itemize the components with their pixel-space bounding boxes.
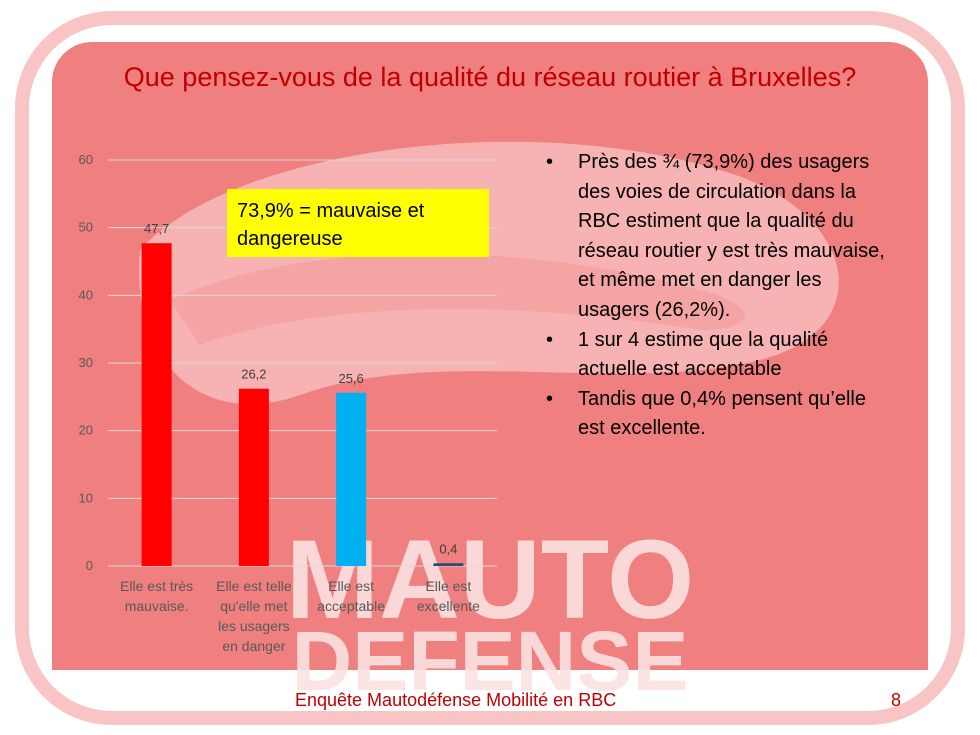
category-label-line: les usagers	[218, 618, 290, 634]
category-label: Elle est très mauvaise.	[120, 578, 193, 614]
slide-title: Que pensez-vous de la qualité du réseau …	[123, 62, 857, 92]
bullet-text: Tandis que 0,4% pensent qu’elle est exce…	[578, 387, 866, 440]
category-label-line: mauvaise.	[125, 598, 189, 614]
category-label-line: Elle est très	[120, 578, 193, 594]
bullet-item: • Tandis que 0,4% pensent qu’elle est exc…	[542, 385, 887, 444]
y-tick-label: 60	[79, 152, 93, 167]
bullet-list: • Près des ¾ (73,9%) des usagers des voie…	[542, 148, 887, 444]
y-tick-label: 10	[79, 490, 93, 505]
footer-text: Enquête Mautodéfense Mobilité en RBC	[295, 690, 617, 710]
y-tick-label: 40	[79, 287, 93, 302]
bullet-glyph: •	[546, 151, 554, 173]
category-label-line: Elle est	[425, 578, 471, 594]
category-label: Elle est telle qu'elle met les usagers en d…	[216, 578, 292, 654]
y-tick-label: 0	[86, 558, 93, 573]
category-label-line: Elle est telle	[216, 578, 292, 594]
data-label: 26,2	[241, 367, 266, 382]
bullet-text: 1 sur 4 estime que la qualité actuelle e…	[578, 328, 829, 381]
y-tick-label: 20	[79, 423, 93, 438]
bullet-text: Près des ¾ (73,9%) des usagers des voies…	[578, 151, 885, 321]
bar	[238, 388, 269, 566]
bullet-glyph: •	[546, 328, 554, 351]
bar	[336, 392, 367, 566]
category-label: Elle est acceptable	[317, 578, 385, 614]
bullet-item: • 1 sur 4 estime que la qualité actuelle …	[542, 326, 887, 385]
category-label-line: qu'elle met	[220, 598, 287, 614]
data-label: 25,6	[338, 371, 363, 386]
category-label-line: en danger	[222, 638, 285, 654]
data-label: 47,7	[144, 221, 169, 236]
watermark-line-2: DEFENSE	[292, 614, 689, 708]
callout-box: 73,9% = mauvaise et dangereuse	[227, 189, 489, 257]
bullet-item: • Près des ¾ (73,9%) des usagers des voie…	[542, 148, 887, 326]
bar	[141, 243, 172, 566]
category-label-line: excellente	[417, 598, 480, 614]
bullet-glyph: •	[546, 387, 554, 410]
category-label: Elle est excellente	[417, 578, 480, 614]
bar	[433, 563, 464, 566]
page-number: 8	[891, 690, 902, 710]
category-label-line: Elle est	[328, 578, 374, 594]
y-tick-label: 50	[79, 220, 93, 235]
category-label-line: acceptable	[317, 598, 385, 614]
bar-chart: 0 10 20 30 40 50 60 47,7 Elle est très mauvaise. 2…	[79, 152, 497, 654]
data-label: 0,4	[439, 541, 457, 556]
y-tick-label: 30	[79, 355, 93, 370]
